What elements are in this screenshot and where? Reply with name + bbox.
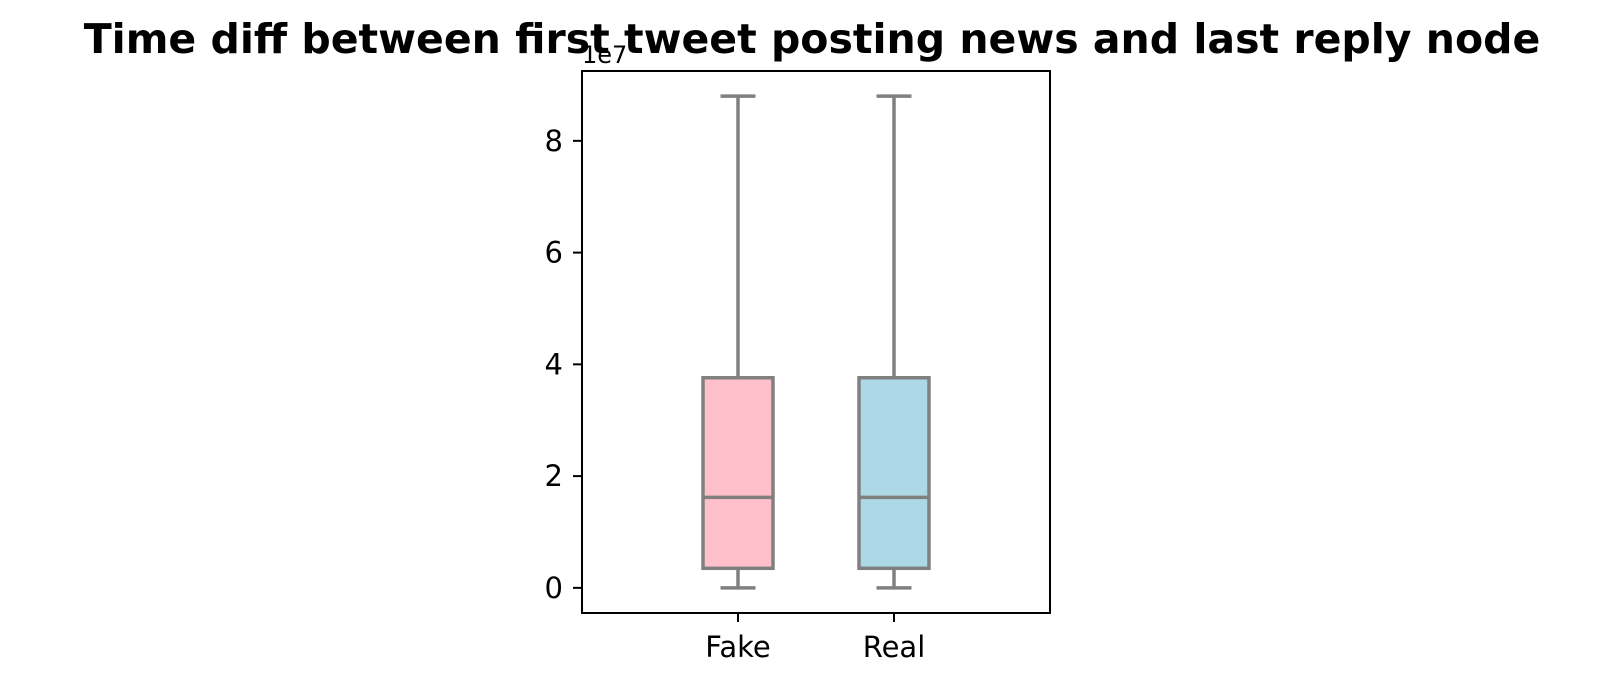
y-tick-label: 2 — [545, 459, 563, 493]
y-axis-offset-label: 1e7 — [582, 41, 627, 69]
x-axis: Fake Real — [705, 613, 925, 664]
x-tick-label: Real — [863, 630, 926, 664]
box-real — [857, 94, 931, 590]
plot-frame — [581, 70, 1051, 614]
y-tick-label: 4 — [545, 347, 563, 381]
plot-area — [701, 94, 931, 590]
iqr-box — [857, 376, 931, 571]
x-tick-label: Fake — [705, 630, 770, 664]
box-fake — [701, 94, 775, 590]
iqr-box — [701, 376, 775, 571]
y-tick-label: 6 — [545, 236, 563, 270]
chart-title: Time diff between first tweet posting ne… — [84, 15, 1541, 63]
y-axis: 0 2 4 6 8 — [545, 124, 582, 605]
y-tick-label: 0 — [545, 571, 563, 605]
y-tick-label: 8 — [545, 124, 563, 158]
